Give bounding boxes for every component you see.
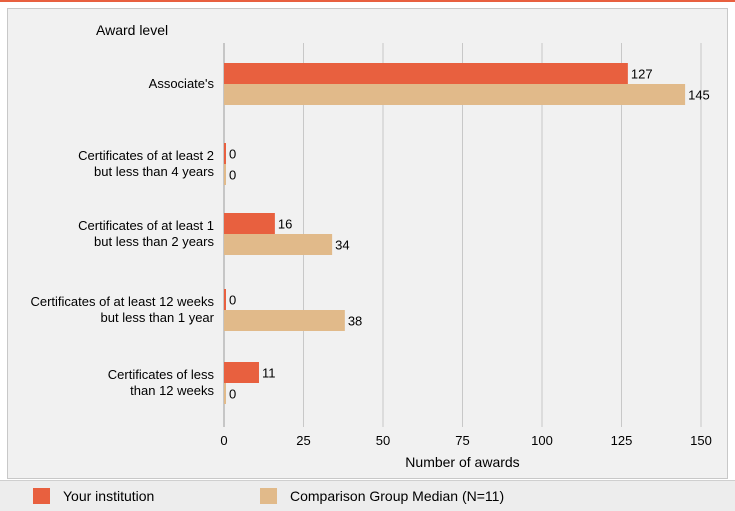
category-label: Certificates of at least 1 xyxy=(78,218,214,233)
data-label: 0 xyxy=(229,387,236,402)
legend: Your institution Comparison Group Median… xyxy=(0,480,735,511)
x-tick-label: 75 xyxy=(455,433,469,448)
bar-comparison-group xyxy=(224,310,345,331)
x-tick-label: 0 xyxy=(220,433,227,448)
bar-your-institution xyxy=(224,289,226,310)
data-label: 127 xyxy=(631,67,653,82)
bar-comparison-group xyxy=(224,234,333,255)
category-label: than 12 weeks xyxy=(130,383,214,398)
x-tick-label: 25 xyxy=(296,433,310,448)
bar-comparison-group xyxy=(224,164,226,185)
category-label: but less than 4 years xyxy=(94,164,214,179)
data-label: 145 xyxy=(688,88,710,103)
data-label: 11 xyxy=(262,366,276,381)
x-tick-label: 50 xyxy=(376,433,390,448)
category-label: Certificates of at least 2 xyxy=(78,148,214,163)
category-label: Certificates of at least 12 weeks xyxy=(30,294,214,309)
bar-your-institution xyxy=(224,143,226,164)
category-label: but less than 1 year xyxy=(101,310,215,325)
legend-label-your-institution: Your institution xyxy=(63,488,155,504)
top-rule xyxy=(0,0,735,2)
legend-swatch-comparison-group xyxy=(260,488,277,504)
category-label: but less than 2 years xyxy=(94,234,214,249)
data-label: 0 xyxy=(229,168,236,183)
bar-your-institution xyxy=(224,213,275,234)
category-label: Certificates of less xyxy=(108,367,215,382)
legend-label-comparison-group: Comparison Group Median (N=11) xyxy=(290,488,505,504)
bar-your-institution xyxy=(224,362,259,383)
bar-comparison-group xyxy=(224,383,226,404)
bar-chart: 0 25 50 75 100 125 150 Award level Number of awa… xyxy=(30,22,712,470)
bar-comparison-group xyxy=(224,84,686,105)
legend-swatch-your-institution xyxy=(33,488,50,504)
x-axis-label: Number of awards xyxy=(405,454,519,470)
data-label: 38 xyxy=(348,314,362,329)
x-tick-label: 100 xyxy=(531,433,553,448)
x-tick-label: 150 xyxy=(690,433,712,448)
data-label: 0 xyxy=(229,293,236,308)
data-label: 34 xyxy=(335,238,349,253)
bar-your-institution xyxy=(224,63,628,84)
data-label: 16 xyxy=(278,217,292,232)
x-tick-label: 125 xyxy=(611,433,633,448)
chart-title: Award level xyxy=(96,22,168,38)
data-label: 0 xyxy=(229,147,236,162)
category-label: Associate's xyxy=(149,76,215,91)
